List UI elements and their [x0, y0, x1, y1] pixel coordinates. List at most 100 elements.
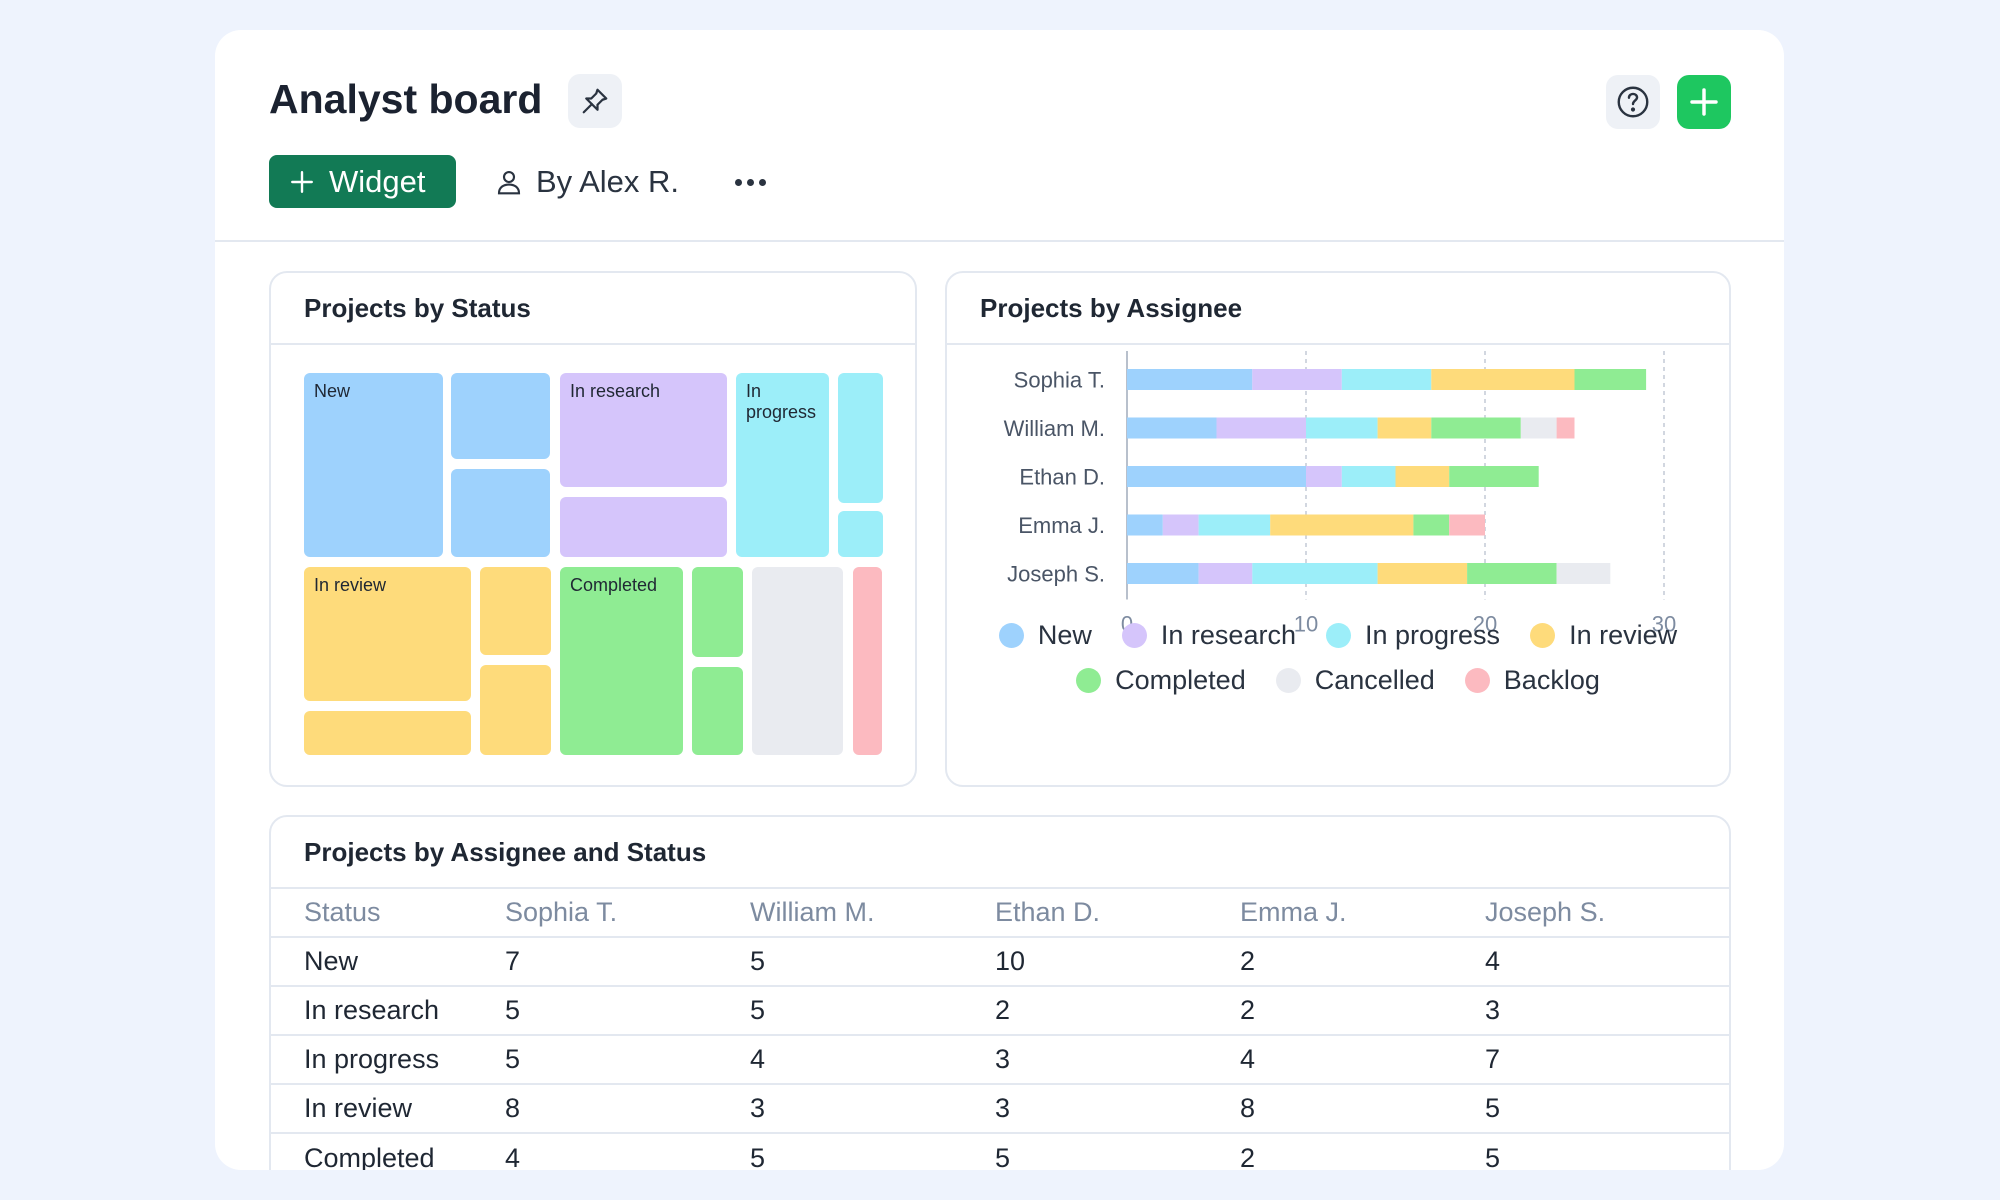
treemap-tile-new[interactable]: New — [304, 373, 443, 557]
help-icon — [1617, 86, 1649, 118]
bar-william-m-in-progress[interactable] — [1306, 417, 1378, 439]
table-row: In research 5 5 2 2 3 — [271, 985, 1729, 1035]
legend-item-completed[interactable]: Completed — [1076, 665, 1246, 696]
treemap-tile-in-review[interactable] — [304, 711, 471, 755]
table-cell: 2 — [995, 985, 1240, 1035]
add-widget-label: Widget — [329, 163, 426, 199]
treemap-tile-in-research[interactable] — [560, 497, 727, 557]
table-cell: 2 — [1240, 985, 1485, 1035]
bar-joseph-s-new[interactable] — [1127, 563, 1199, 584]
y-tick-label: William M. — [1004, 416, 1105, 441]
add-widget-button[interactable]: Widget — [269, 155, 456, 208]
bar-sophia-t-new[interactable] — [1127, 369, 1253, 390]
treemap-tile-completed[interactable] — [692, 667, 743, 755]
bar-joseph-s-completed[interactable] — [1467, 563, 1557, 584]
help-button[interactable] — [1606, 75, 1660, 129]
treemap-tile-in-review[interactable]: In review — [304, 567, 471, 701]
add-button[interactable] — [1677, 75, 1731, 129]
bar-ethan-d-new[interactable] — [1127, 466, 1306, 487]
table-cell: 3 — [1485, 985, 1729, 1035]
projects-table: Status Sophia T. William M. Ethan D. Emm… — [271, 889, 1729, 1170]
bar-joseph-s-cancelled[interactable] — [1556, 563, 1611, 584]
bar-ethan-d-completed[interactable] — [1449, 466, 1539, 487]
table-cell: 3 — [995, 1083, 1240, 1133]
y-tick-label: Joseph S. — [1007, 562, 1105, 587]
table-cell: 4 — [1240, 1034, 1485, 1084]
projects-by-assignee-title: Projects by Assignee — [947, 273, 1729, 345]
bar-emma-j-new[interactable] — [1127, 514, 1163, 536]
table-cell: 2 — [1240, 936, 1485, 986]
owner-filter[interactable]: By Alex R. — [494, 157, 679, 207]
bar-emma-j-in-progress[interactable] — [1198, 514, 1271, 536]
bar-william-m-in-research[interactable] — [1216, 417, 1307, 439]
bar-joseph-s-in-research[interactable] — [1198, 563, 1253, 584]
bar-william-m-new[interactable] — [1127, 417, 1217, 439]
table-cell: 5 — [1485, 1132, 1729, 1170]
treemap-tile-new[interactable] — [451, 373, 550, 459]
bar-sophia-t-completed[interactable] — [1574, 369, 1647, 390]
legend-dot-in-review — [1530, 623, 1556, 648]
column-header[interactable]: William M. — [750, 889, 995, 938]
bar-ethan-d-in-research[interactable] — [1306, 466, 1342, 487]
table-cell: Completed — [271, 1132, 505, 1170]
treemap-tile-in-progress[interactable] — [838, 373, 883, 503]
x-tick-label: 10 — [1294, 612, 1318, 637]
legend-item-new[interactable]: New — [998, 620, 1092, 651]
treemap-tile-in-progress[interactable]: In progress — [736, 373, 829, 557]
dashboard-card: Analyst board Widget By Alex R. — [215, 30, 1784, 1170]
column-header[interactable]: Status — [271, 889, 505, 938]
treemap-label-completed: Completed — [570, 575, 658, 595]
bar-ethan-d-in-progress[interactable] — [1341, 466, 1396, 487]
projects-table-title: Projects by Assignee and Status — [271, 817, 1729, 889]
column-header[interactable]: Joseph S. — [1485, 889, 1729, 938]
treemap-tile-backlog[interactable] — [853, 567, 882, 755]
table-cell: 10 — [995, 936, 1240, 986]
table-cell: 5 — [505, 1034, 750, 1084]
treemap-tile-cancelled[interactable] — [752, 567, 843, 755]
legend-label-new: New — [1037, 620, 1092, 650]
column-header[interactable]: Ethan D. — [995, 889, 1240, 938]
table-cell: 3 — [750, 1083, 995, 1133]
legend-label-in-review: In review — [1569, 620, 1678, 650]
bar-ethan-d-in-review[interactable] — [1395, 466, 1450, 487]
bar-william-m-completed[interactable] — [1431, 417, 1521, 439]
legend-item-in-review[interactable]: In review — [1530, 620, 1677, 651]
legend-label-completed: Completed — [1115, 665, 1246, 695]
treemap-tile-completed[interactable] — [692, 567, 743, 657]
treemap-tile-in-review[interactable] — [480, 665, 551, 755]
table-row: New 7 5 10 2 4 — [271, 936, 1729, 986]
bar-william-m-in-review[interactable] — [1377, 417, 1432, 439]
bar-joseph-s-in-review[interactable] — [1377, 563, 1468, 584]
more-options-button[interactable] — [735, 172, 769, 192]
bar-sophia-t-in-progress[interactable] — [1341, 369, 1432, 390]
treemap-tile-in-progress[interactable] — [838, 511, 883, 557]
user-icon — [497, 170, 521, 195]
bar-emma-j-completed[interactable] — [1413, 514, 1450, 536]
table-cell: In progress — [271, 1034, 505, 1084]
legend-item-cancelled[interactable]: Cancelled — [1275, 665, 1435, 696]
bar-emma-j-backlog[interactable] — [1449, 514, 1485, 536]
bar-william-m-cancelled[interactable] — [1520, 417, 1557, 439]
legend-item-in-progress[interactable]: In progress — [1325, 620, 1500, 651]
treemap-tile-in-review[interactable] — [480, 567, 551, 655]
column-header[interactable]: Emma J. — [1240, 889, 1485, 938]
table-cell: 5 — [505, 985, 750, 1035]
more-horizontal-icon — [735, 178, 742, 186]
legend-item-backlog[interactable]: Backlog — [1464, 665, 1600, 696]
bar-emma-j-in-review[interactable] — [1270, 514, 1414, 536]
bar-sophia-t-in-research[interactable] — [1252, 369, 1342, 390]
bar-joseph-s-in-progress[interactable] — [1252, 563, 1378, 584]
bar-william-m-backlog[interactable] — [1556, 417, 1575, 439]
y-tick-label: Ethan D. — [1019, 465, 1105, 490]
legend-item-in-research[interactable]: In research — [1121, 620, 1296, 651]
status-treemap: New In research In progress In review Co… — [271, 347, 915, 787]
bar-sophia-t-in-review[interactable] — [1431, 369, 1575, 390]
treemap-tile-completed[interactable]: Completed — [560, 567, 683, 755]
column-header[interactable]: Sophia T. — [505, 889, 750, 938]
treemap-tile-new[interactable] — [451, 469, 550, 557]
pin-button[interactable] — [568, 74, 622, 128]
treemap-tile-in-research[interactable]: In research — [560, 373, 727, 487]
table-cell: New — [271, 936, 505, 986]
bar-emma-j-in-research[interactable] — [1162, 514, 1199, 536]
page-title: Analyst board — [269, 76, 543, 122]
